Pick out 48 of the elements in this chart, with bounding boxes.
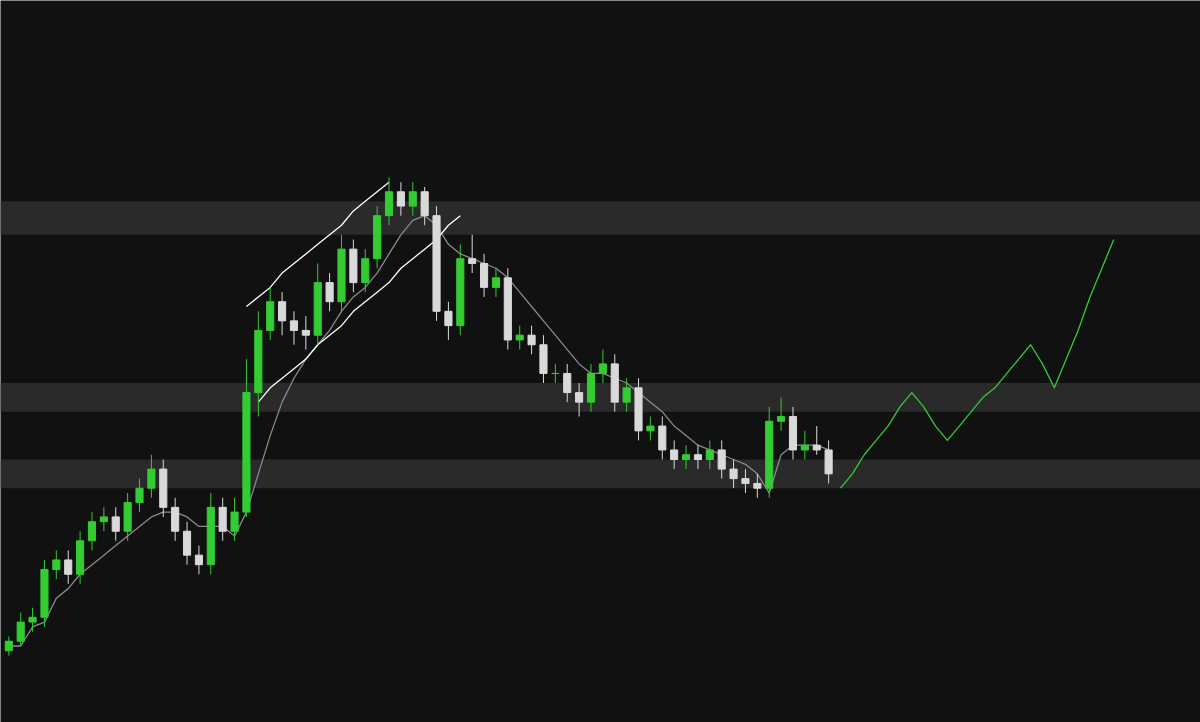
candlestick (396, 181, 405, 217)
candlestick (598, 349, 607, 384)
candlestick (52, 549, 61, 580)
candlestick (741, 468, 750, 494)
candlestick (705, 439, 714, 470)
candlestick (16, 612, 25, 647)
candlestick (444, 301, 453, 341)
candlestick (408, 181, 417, 217)
candlestick (693, 444, 702, 470)
candlestick (99, 506, 108, 532)
candlestick (87, 511, 97, 551)
candlestick (777, 396, 786, 432)
candlestick (670, 439, 679, 470)
candlestick (301, 315, 310, 351)
candlestick (135, 478, 144, 513)
candlestick (515, 325, 524, 351)
candlestick (289, 310, 299, 346)
candlestick (420, 186, 429, 226)
candlestick (147, 454, 156, 499)
candlestick (800, 430, 809, 461)
candlestick (171, 497, 180, 542)
candlestick (28, 607, 37, 633)
candlestick (218, 497, 227, 542)
candlestick (658, 415, 667, 461)
candlestick (384, 176, 394, 226)
candlestick (361, 248, 370, 293)
candlestick (527, 325, 536, 355)
candlestick (729, 459, 738, 489)
candlestick (681, 444, 691, 470)
candlestick (575, 382, 584, 417)
candlestick (4, 635, 13, 657)
candlestick (646, 415, 655, 441)
candlestick (480, 253, 489, 298)
candlestick (717, 439, 726, 480)
candlestick (325, 272, 334, 312)
candlestick (491, 267, 501, 298)
candlestick (182, 521, 192, 566)
candlestick (230, 497, 239, 542)
candlestick (812, 425, 821, 456)
candlestick (563, 363, 572, 403)
candlestick (194, 545, 203, 575)
candlestick (468, 234, 477, 274)
candlestick (111, 506, 120, 542)
candlestick (622, 377, 631, 413)
candlestick (753, 473, 762, 499)
candlestick (824, 439, 833, 484)
candlestick (64, 549, 73, 585)
candlestick (278, 291, 287, 336)
